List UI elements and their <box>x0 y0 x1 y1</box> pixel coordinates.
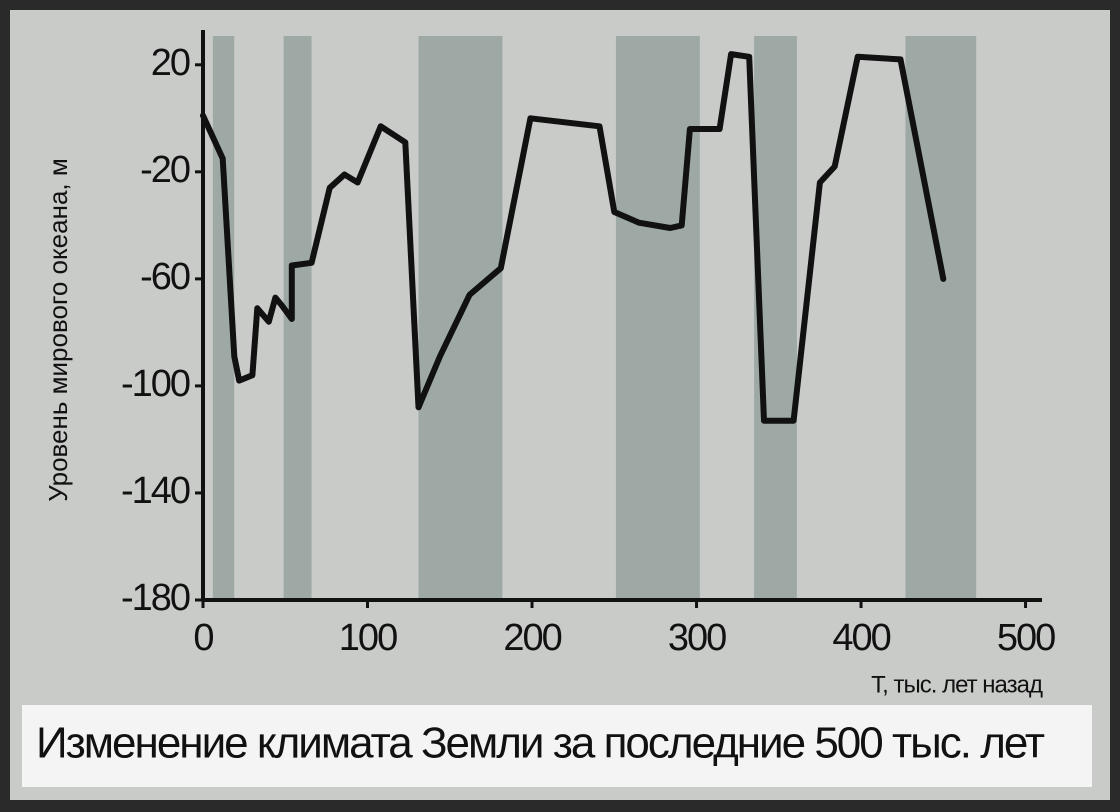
y-tick-label: -20 <box>140 149 190 191</box>
x-tick-label: 400 <box>832 617 890 659</box>
chart-title: Изменение климата Земли за последние 500… <box>36 719 1045 768</box>
y-tick-label: 20 <box>151 42 190 84</box>
x-tick-label: 200 <box>503 617 561 659</box>
y-axis-label: Уровень мирового океана, м <box>43 158 73 501</box>
band <box>905 36 977 600</box>
band <box>615 36 700 600</box>
band <box>212 36 235 600</box>
caption-box <box>22 705 1092 787</box>
x-tick-label: 300 <box>668 617 726 659</box>
x-tick-label: 0 <box>193 617 213 659</box>
y-tick-label: -100 <box>121 363 190 405</box>
x-axis-label: T, тыс. лет назад <box>871 671 1043 698</box>
y-tick-label: -60 <box>140 256 190 298</box>
data-line <box>200 51 947 424</box>
x-tick-label: 100 <box>339 617 397 659</box>
y-tick-label: -180 <box>121 577 190 619</box>
y-tick-label: -140 <box>121 470 190 512</box>
x-tick-label: 500 <box>997 617 1055 659</box>
